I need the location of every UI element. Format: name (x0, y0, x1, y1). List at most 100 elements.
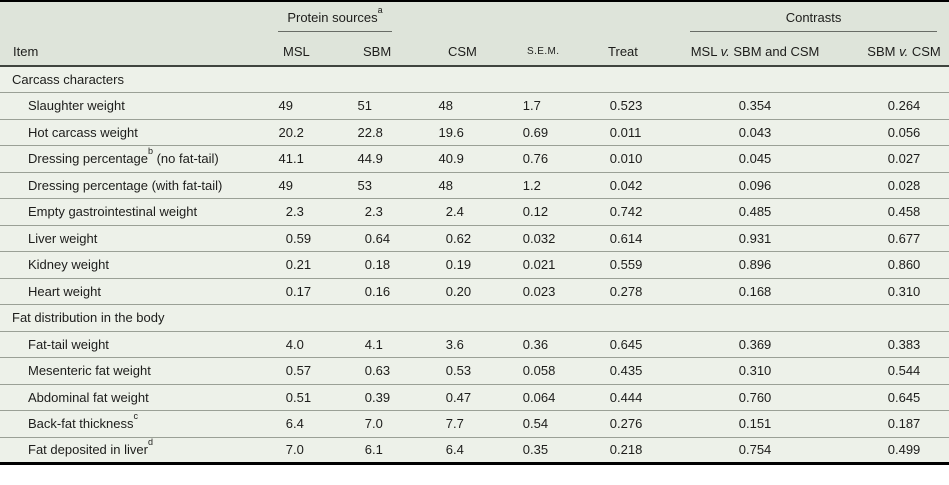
column-header-msl: MSL (270, 36, 350, 67)
cell-c2: 0.499 (845, 436, 949, 464)
item-label: Slaughter weight (0, 92, 270, 119)
cell-treat: 0.444 (590, 383, 666, 411)
cell-c1: 0.151 (665, 410, 846, 437)
cell-sbm: 4.1 (350, 330, 430, 358)
table-row: Heart weight 0.17 0.16 0.20 0.023 0.278 0.168 0… (0, 277, 949, 305)
cell-treat: 0.011 (590, 118, 666, 146)
cell-sbm: 0.63 (350, 357, 430, 384)
cell-csm: 0.53 (430, 357, 511, 384)
cell-sem: 0.032 (510, 224, 591, 252)
cell-c2: 0.860 (845, 251, 949, 278)
item-label: Kidney weight (0, 251, 270, 278)
column-header-item: Item (0, 36, 270, 67)
cell-msl: 6.4 (270, 410, 350, 437)
column-header-contrast-2: SBM v. CSM (845, 36, 949, 67)
cell-treat: 0.276 (590, 410, 666, 437)
cell-sbm: 7.0 (350, 410, 430, 437)
cell-msl: 41.1 (270, 145, 350, 172)
cell-sem: 0.54 (510, 410, 591, 437)
cell-sbm: 0.16 (350, 277, 430, 305)
item-label: Hot carcass weight (0, 118, 270, 146)
section-row: Carcass characters (0, 66, 949, 93)
item-label: Fat-tail weight (0, 330, 270, 358)
cell-treat: 0.614 (590, 224, 666, 252)
table-row: Back-fat thicknessc 6.4 7.0 7.7 0.54 0.276 0.1… (0, 410, 949, 437)
cell-c1: 0.485 (665, 198, 846, 225)
cell-sem: 0.36 (510, 330, 591, 358)
item-label: Liver weight (0, 224, 270, 252)
item-label: Dressing percentage (with fat-tail) (0, 171, 270, 199)
cell-c1: 0.896 (665, 251, 846, 278)
table-row: Dressing percentageb (no fat-tail) 41.1 44… (0, 145, 949, 172)
cell-sbm: 0.18 (350, 251, 430, 278)
cell-sbm: 6.1 (350, 436, 430, 464)
cell-c1: 0.096 (665, 171, 846, 199)
protein-sources-group-cell: Protein sourcesa (270, 1, 511, 36)
cell-sem: 0.058 (510, 357, 591, 384)
cell-c2: 0.028 (845, 171, 949, 199)
contrasts-group-cell: Contrasts (665, 1, 949, 36)
cell-c2: 0.264 (845, 92, 949, 119)
cell-sbm: 51 (350, 92, 430, 119)
section-row: Fat distribution in the body (0, 304, 949, 331)
footnote-marker-c: c (133, 410, 139, 421)
section-title: Carcass characters (12, 72, 124, 87)
cell-c2: 0.056 (845, 118, 949, 146)
cell-c2: 0.187 (845, 410, 949, 437)
footnote-marker-a: a (377, 4, 383, 15)
cell-c1: 0.369 (665, 330, 846, 358)
cell-msl: 49 (270, 171, 350, 199)
item-label: Empty gastrointestinal weight (0, 198, 270, 225)
empty-header-cell (510, 1, 591, 36)
cell-treat: 0.435 (590, 357, 666, 384)
footnote-marker-d: d (147, 436, 153, 447)
cell-csm: 19.6 (430, 118, 511, 146)
column-header-sem: S.E.M. (510, 36, 591, 67)
cell-c2: 0.027 (845, 145, 949, 172)
cell-sem: 0.064 (510, 383, 591, 411)
cell-msl: 20.2 (270, 118, 350, 146)
item-label: Dressing percentageb (no fat-tail) (0, 145, 270, 172)
cell-sbm: 2.3 (350, 198, 430, 225)
cell-csm: 40.9 (430, 145, 511, 172)
cell-csm: 0.19 (430, 251, 511, 278)
cell-csm: 0.47 (430, 383, 511, 411)
cell-treat: 0.523 (590, 92, 666, 119)
table-row: Abdominal fat weight 0.51 0.39 0.47 0.064 0.4… (0, 383, 949, 411)
cell-sem: 0.76 (510, 145, 591, 172)
cell-csm: 7.7 (430, 410, 511, 437)
cell-csm: 0.62 (430, 224, 511, 252)
column-header-csm: CSM (430, 36, 511, 67)
section-title: Fat distribution in the body (0, 304, 949, 331)
footnote-marker-b: b (147, 145, 153, 156)
cell-csm: 48 (430, 92, 511, 119)
cell-csm: 3.6 (430, 330, 511, 358)
cell-c1: 0.310 (665, 357, 846, 384)
cell-csm: 0.20 (430, 277, 511, 305)
cell-c2: 0.645 (845, 383, 949, 411)
cell-msl: 0.59 (270, 224, 350, 252)
cell-c2: 0.310 (845, 277, 949, 305)
table-row: Liver weight 0.59 0.64 0.62 0.032 0.614 0.931 0… (0, 224, 949, 252)
cell-sbm: 0.64 (350, 224, 430, 252)
cell-csm: 6.4 (430, 436, 511, 464)
item-label: Mesenteric fat weight (0, 357, 270, 384)
cell-c1: 0.754 (665, 436, 846, 464)
cell-treat: 0.645 (590, 330, 666, 358)
column-header-treat: Treat (590, 36, 666, 67)
cell-sem: 0.12 (510, 198, 591, 225)
table-row: Kidney weight 0.21 0.18 0.19 0.021 0.559 0.896… (0, 251, 949, 278)
table-row: Fat deposited in liverd 7.0 6.1 6.4 0.35 0.21… (0, 436, 949, 464)
cell-c1: 0.760 (665, 383, 846, 411)
cell-msl: 0.57 (270, 357, 350, 384)
cell-sem: 1.2 (510, 171, 591, 199)
cell-sem: 0.69 (510, 118, 591, 146)
column-header-sbm: SBM (350, 36, 430, 67)
table-row: Dressing percentage (with fat-tail) 49 53 4… (0, 171, 949, 199)
cell-msl: 49 (270, 92, 350, 119)
cell-c2: 0.383 (845, 330, 949, 358)
table-row: Hot carcass weight 20.2 22.8 19.6 0.69 0.011 0… (0, 118, 949, 146)
cell-sbm: 0.39 (350, 383, 430, 411)
cell-c2: 0.544 (845, 357, 949, 384)
cell-c2: 0.458 (845, 198, 949, 225)
